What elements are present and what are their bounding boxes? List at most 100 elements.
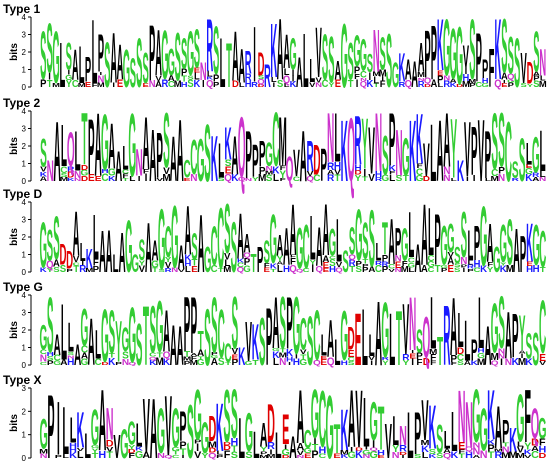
- logo-letter: K: [149, 358, 157, 366]
- logo-letter: V: [165, 378, 172, 467]
- logo-letter: P: [149, 8, 155, 96]
- logo-letter: K: [270, 262, 278, 271]
- logo-letter: G: [362, 449, 371, 456]
- logo-letter: G: [39, 410, 47, 458]
- logo-letter: I: [465, 66, 468, 77]
- logo-letter: F: [264, 262, 270, 269]
- logo-letter: S: [498, 97, 505, 184]
- logo-letter: L: [60, 30, 66, 101]
- logo-letter: G: [128, 94, 136, 195]
- logo-letter: P: [424, 17, 430, 93]
- logo-letter: S: [322, 21, 328, 94]
- logo-letter: K: [428, 394, 436, 462]
- logo-letter: L: [309, 54, 315, 91]
- logo-letter: S: [104, 28, 110, 101]
- logo-letter: L: [68, 316, 74, 361]
- logo-letter: R: [161, 78, 168, 90]
- logo-letter: E: [320, 355, 327, 361]
- y-tick-label: 2: [22, 142, 27, 151]
- logo-letter: F: [489, 40, 495, 100]
- logo-letter: T: [92, 452, 99, 460]
- y-tick-label: 3: [22, 125, 27, 134]
- logo-letter: S: [501, 2, 507, 89]
- logo-letter: T: [348, 79, 354, 91]
- logo-letter: T: [373, 82, 379, 88]
- logo-letter: M: [421, 439, 430, 447]
- logo-letter: N: [97, 74, 104, 85]
- logo-letter: M: [417, 70, 425, 79]
- logo-letter: G: [204, 239, 212, 280]
- logo-letter: G: [91, 445, 99, 450]
- logo-letter: Q: [208, 452, 216, 460]
- logo-letter: V: [194, 451, 201, 461]
- logo-letter: T: [362, 257, 368, 265]
- logo-letter: R: [382, 260, 389, 268]
- logo-letter: G: [472, 375, 480, 459]
- logo-letter: G: [293, 281, 301, 372]
- logo-letter: H: [230, 437, 238, 449]
- logo-letter: A: [117, 33, 124, 90]
- logo-letter: L: [526, 137, 532, 172]
- logo-letter: E: [191, 264, 197, 273]
- logo-letter: N: [498, 352, 505, 360]
- logo-letter: C: [428, 254, 436, 263]
- logo-letter: C: [172, 453, 180, 459]
- logo-letter: V: [355, 374, 362, 465]
- logo-letter: C: [347, 356, 354, 362]
- logo-letter: D: [66, 248, 73, 276]
- logo-letter: G: [156, 288, 164, 369]
- logo-letter: K: [76, 402, 84, 459]
- logo-letter: G: [127, 415, 135, 453]
- logo-letter: T: [73, 264, 79, 274]
- logo-letter: A: [472, 453, 480, 459]
- logo-letter: N: [360, 76, 367, 82]
- logo-letter: K: [108, 174, 116, 182]
- logo-letter: G: [171, 399, 179, 460]
- logo-letter: N: [106, 400, 114, 451]
- logo-letter: G: [401, 221, 409, 272]
- logo-letter: L: [284, 67, 290, 77]
- logo-letter: C: [539, 220, 546, 278]
- logo-letter: Y: [66, 79, 73, 90]
- logo-letter: R: [327, 160, 335, 173]
- logo-letter: A: [53, 104, 60, 200]
- logo-letter: C: [190, 130, 197, 185]
- logo-letter: N: [40, 452, 48, 459]
- logo-letter: G: [440, 263, 448, 269]
- logo-letter: A: [450, 78, 457, 84]
- logo-letter: M: [494, 448, 503, 453]
- logo-letter: A: [142, 451, 151, 461]
- logo-letter: P: [184, 360, 191, 366]
- logo-letter: P: [469, 82, 475, 88]
- logo-letter: Y: [355, 173, 362, 183]
- logo-letter: A: [431, 78, 438, 90]
- logo-letter: I: [81, 260, 84, 266]
- logo-letter: G: [245, 360, 253, 366]
- logo-letter: K: [416, 99, 423, 179]
- logo-letter: V: [368, 173, 375, 184]
- logo-letter: C: [303, 267, 310, 273]
- logo-letter: L: [363, 382, 370, 462]
- logo-letter: Q: [128, 361, 136, 366]
- logo-letter: Q: [243, 251, 251, 259]
- y-tick-label: 2: [22, 407, 27, 416]
- logo-letter: G: [427, 260, 435, 269]
- logo-letter: V: [423, 134, 430, 187]
- logo-letter: G: [187, 18, 194, 89]
- logo-letter: L: [271, 75, 277, 84]
- logo-letter: L: [422, 451, 429, 461]
- logo-letter: F: [290, 253, 296, 258]
- logo-letter: A: [168, 73, 175, 83]
- logo-letter: A: [238, 39, 245, 93]
- logo-letter: G: [360, 29, 367, 80]
- logo-letter: L: [253, 424, 260, 466]
- logo-letter: S: [362, 211, 368, 269]
- logo-letter: G: [311, 375, 319, 453]
- logo-letter: P: [434, 199, 440, 280]
- logo-letter: M: [78, 82, 86, 88]
- logo-letter: N: [443, 73, 450, 82]
- logo-letter: I: [202, 79, 205, 90]
- logo-letter: A: [296, 441, 304, 453]
- logo-letter: V: [315, 75, 322, 84]
